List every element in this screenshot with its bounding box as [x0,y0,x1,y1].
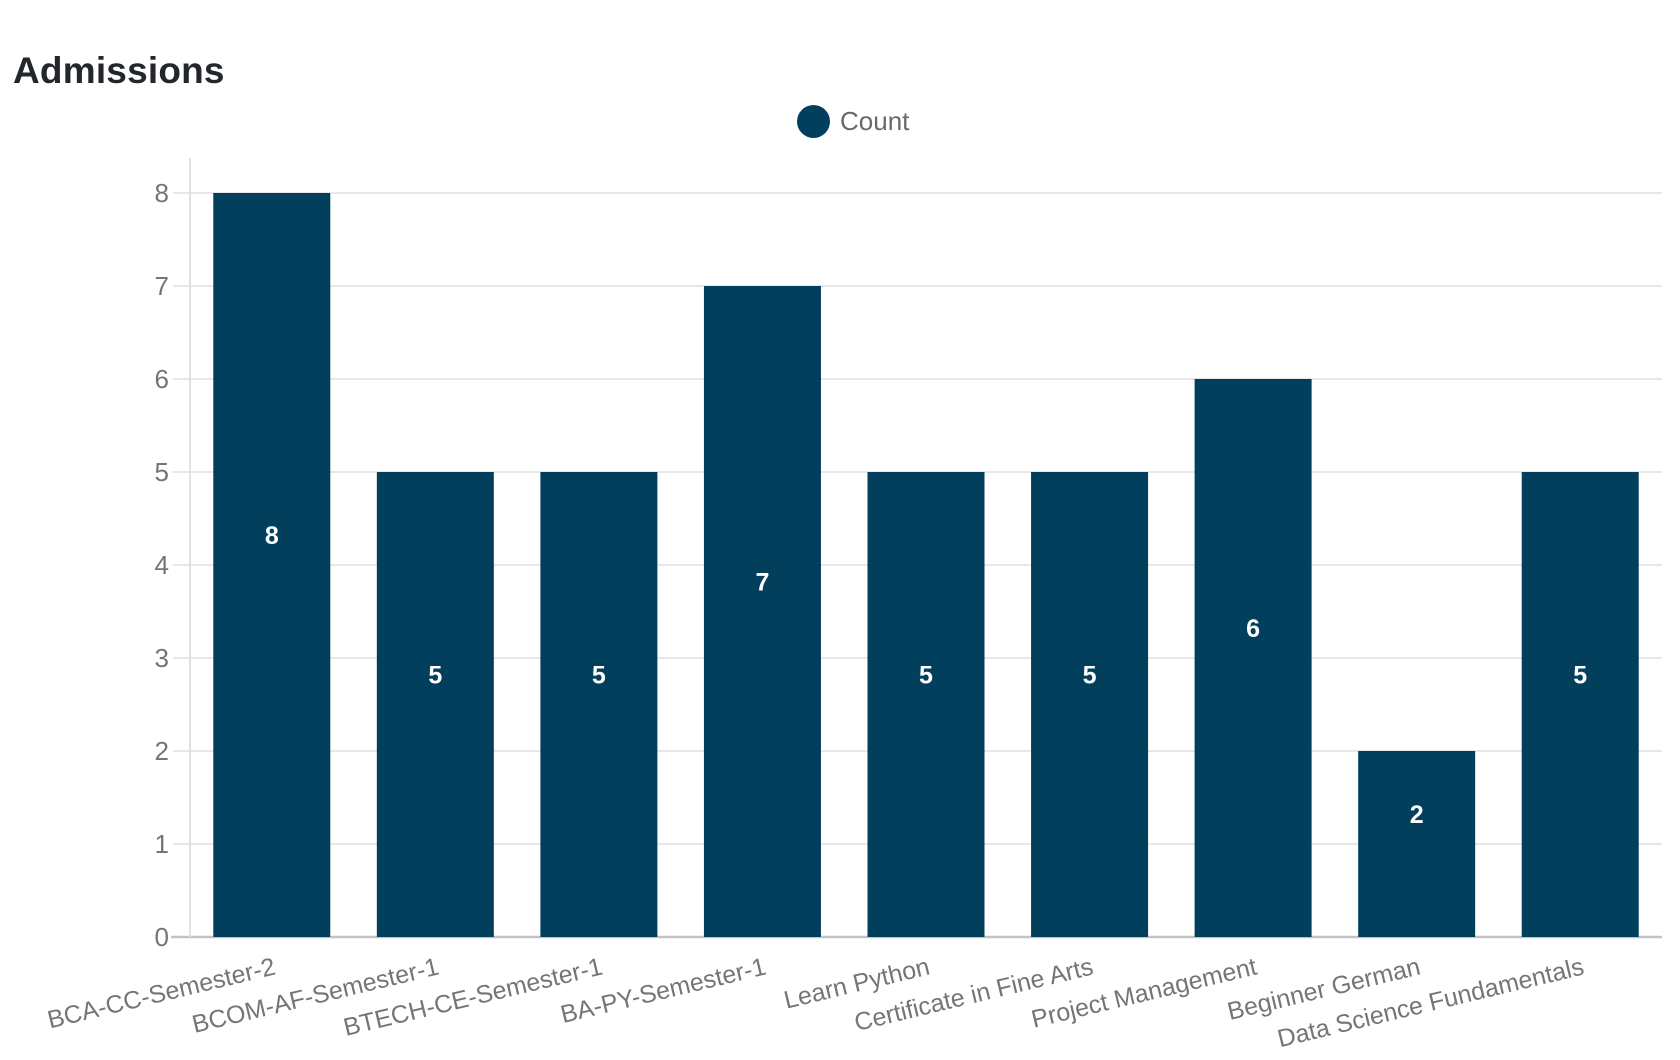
bar-value-label-btech-ce-semester-1: 5 [592,662,606,690]
bar-certificate-in-fine-arts[interactable] [1031,472,1149,937]
bar-ba-py-semester-1[interactable] [703,286,821,937]
bar-data-science-fundamentals[interactable] [1521,472,1639,937]
legend-label: Count [840,106,910,136]
y-tick-label-4: 4 [155,550,169,580]
y-tick-label-8: 8 [155,178,169,208]
bar-value-label-bca-cc-semester-2: 8 [265,522,279,550]
y-tick-label-6: 6 [155,364,169,394]
bar-learn-python[interactable] [867,472,985,937]
y-tick-label-7: 7 [155,271,169,301]
y-tick-label-2: 2 [155,736,169,766]
bar-value-label-certificate-in-fine-arts: 5 [1083,662,1097,690]
legend-item-count[interactable]: Count [797,105,909,138]
bar-value-label-beginner-german: 2 [1410,801,1424,829]
y-tick-label-1: 1 [155,829,169,859]
bar-beginner-german[interactable] [1358,751,1476,937]
bar-value-label-data-science-fundamentals: 5 [1573,662,1587,690]
y-tick-label-0: 0 [155,922,169,952]
chart-title: Admissions [13,50,225,91]
bar-value-label-ba-py-semester-1: 7 [755,569,769,597]
bar-btech-ce-semester-1[interactable] [540,472,658,937]
y-tick-label-3: 3 [155,643,169,673]
y-tick-label-5: 5 [155,457,169,487]
bar-value-label-learn-python: 5 [919,662,933,690]
bar-value-label-bcom-af-semester-1: 5 [428,662,442,690]
bar-bcom-af-semester-1[interactable] [376,472,494,937]
bar-bca-cc-semester-2[interactable] [213,193,331,937]
bar-project-management[interactable] [1194,379,1312,937]
bar-value-label-project-management: 6 [1246,615,1260,643]
legend-swatch-icon [797,105,830,138]
